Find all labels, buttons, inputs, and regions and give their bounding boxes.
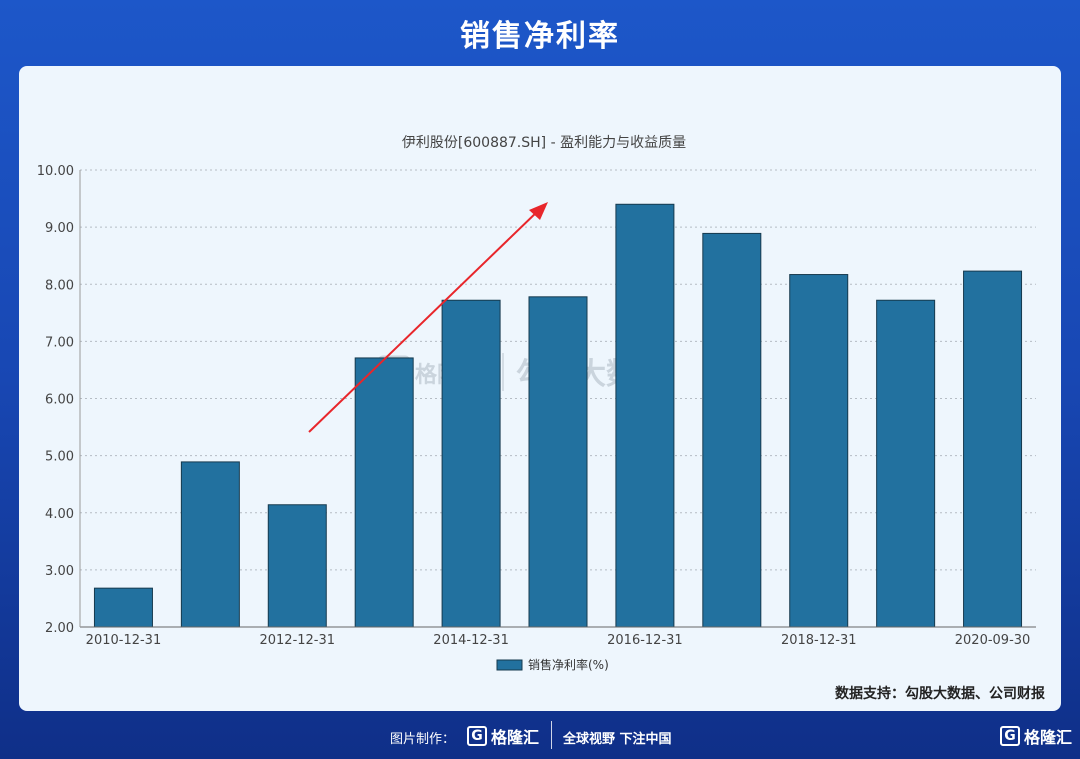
y-tick-label: 6.00	[45, 393, 74, 408]
legend-label: 销售净利率(%)	[528, 657, 609, 672]
footer-logo-right-text: 格隆汇	[1023, 728, 1072, 747]
bar-2018-12-31	[789, 274, 849, 628]
sales-net-margin-chart: 伊利股份[600887.SH] - 盈利能力与收益质量 2.00 3.00 4.00…	[37, 135, 1036, 672]
bar-2020-09-30	[963, 270, 1023, 628]
bar-2012-12-31	[267, 504, 327, 628]
y-tick-label: 10.00	[37, 164, 74, 179]
legend-swatch	[496, 659, 523, 671]
x-tick-label: 2012-12-31	[259, 633, 335, 648]
y-tick-label: 9.00	[45, 221, 74, 236]
trend-arrow	[308, 202, 548, 433]
footer-logo-right: G 格隆汇	[999, 724, 1072, 748]
x-tick-label: 2016-12-31	[607, 633, 683, 648]
logo-icon: G	[467, 726, 487, 746]
footer-logo: G 格隆汇	[467, 724, 539, 748]
page-title: 销售净利率	[460, 19, 620, 54]
y-tick-label: 8.00	[45, 278, 74, 293]
bars	[93, 203, 1023, 628]
footer: 图片制作： G 格隆汇 全球视野 下注中国 G 格隆汇	[0, 711, 1080, 759]
source-note: 数据支持：勾股大数据、公司财报	[835, 686, 1045, 702]
bar-2019-12-31	[876, 299, 936, 628]
x-tick-label: 2020-09-30	[955, 633, 1031, 648]
x-tick-label: 2010-12-31	[86, 633, 162, 648]
y-axis-ticks: 2.00 3.00 4.00 5.00 6.00 7.00 8.00 9.00 10.00	[37, 164, 74, 636]
footer-slogan: 全球视野 下注中国	[563, 732, 672, 747]
x-tick-label: 2014-12-31	[433, 633, 509, 648]
bar-2015-12-31	[528, 296, 588, 628]
bar-2017-12-31	[702, 232, 762, 628]
made-by-label: 图片制作：	[390, 732, 456, 747]
bar-2011-12-31	[180, 461, 240, 628]
x-tick-label: 2018-12-31	[781, 633, 857, 648]
bar-2010-12-31	[93, 587, 153, 628]
y-tick-label: 5.00	[45, 450, 74, 465]
y-tick-label: 3.00	[45, 564, 74, 579]
footer-logo-text: 格隆汇	[491, 728, 540, 747]
bar-2014-12-31	[441, 299, 501, 628]
chart-title: 伊利股份[600887.SH] - 盈利能力与收益质量	[402, 135, 686, 151]
y-tick-label: 2.00	[45, 621, 74, 636]
y-tick-label: 7.00	[45, 335, 74, 350]
chart-card: 伊利股份[600887.SH] - 盈利能力与收益质量 2.00 3.00 4.00…	[19, 66, 1061, 711]
bar-2013-12-31	[354, 357, 414, 628]
logo-icon: G	[999, 726, 1020, 746]
x-axis-ticks: 2010-12-31 2012-12-31 2014-12-31 2016-12-31…	[86, 633, 1031, 648]
y-tick-label: 4.00	[45, 507, 74, 522]
footer-divider	[551, 721, 552, 749]
bar-2016-12-31	[615, 203, 675, 628]
legend: 销售净利率(%)	[496, 657, 609, 672]
